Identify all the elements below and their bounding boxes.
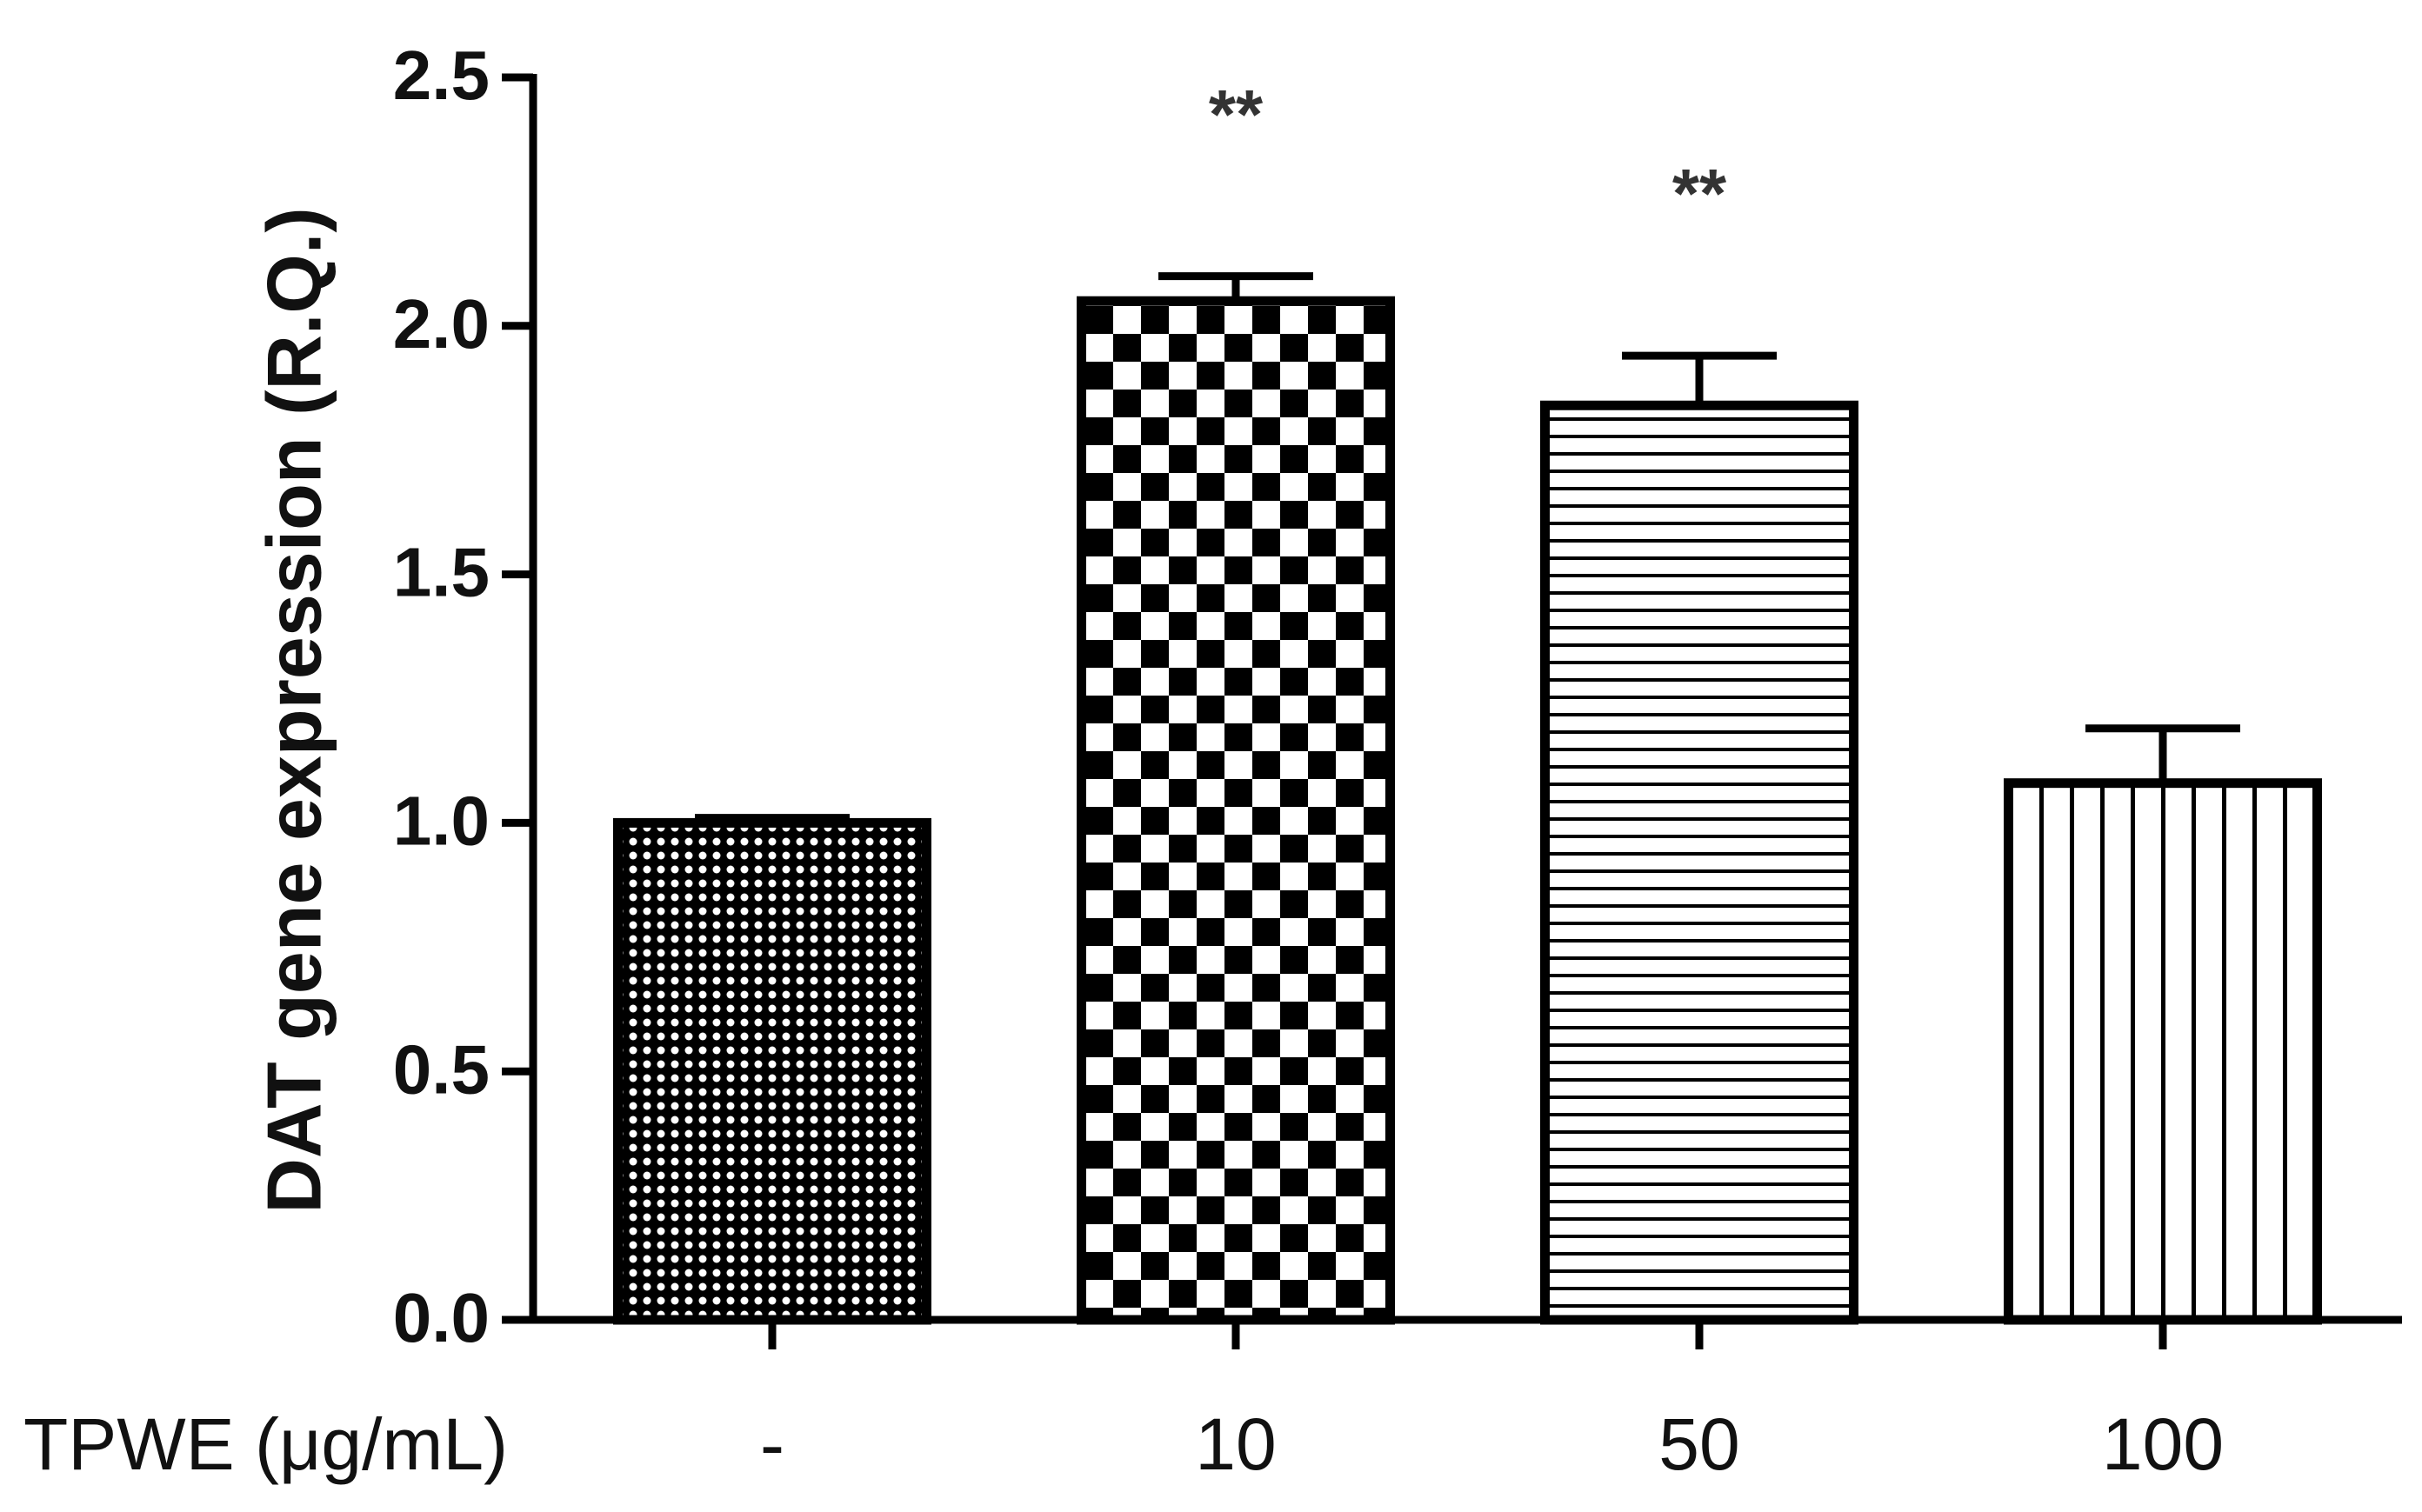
x-tick-label: 100 <box>2102 1403 2224 1485</box>
bar <box>2004 778 2322 1325</box>
y-axis-label: DAT gene expression (R.Q.) <box>250 207 337 1213</box>
y-tick-label: 2.5 <box>393 37 490 114</box>
bar <box>1077 296 1395 1325</box>
y-tick-label: 2.0 <box>393 285 490 363</box>
x-tick-label: 10 <box>1195 1403 1276 1485</box>
x-tick-label: 50 <box>1658 1403 1739 1485</box>
y-tick-label: 1.0 <box>393 783 490 860</box>
y-tick-label: 0.5 <box>393 1030 490 1108</box>
y-tick-label: 1.5 <box>393 534 490 611</box>
y-tick-label: 0.0 <box>393 1279 490 1356</box>
annotation: ** <box>1209 76 1264 153</box>
bar <box>1540 400 1858 1325</box>
annotation: ** <box>1672 155 1727 232</box>
x-tick-label: - <box>760 1403 784 1485</box>
bar <box>613 817 931 1325</box>
x-axis-label: TPWE (μg/mL) <box>23 1403 508 1485</box>
